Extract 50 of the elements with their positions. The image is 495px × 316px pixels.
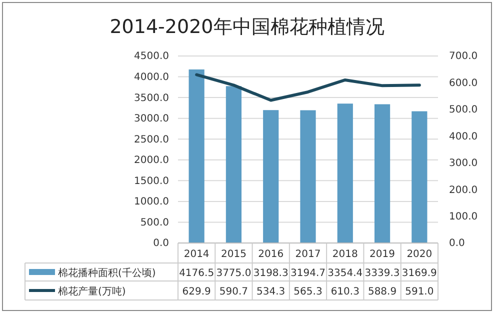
data-label: 3354.4 bbox=[328, 268, 363, 279]
bar bbox=[263, 110, 279, 243]
y2-tick-label: 300.0 bbox=[449, 158, 478, 170]
bar bbox=[337, 104, 353, 243]
y2-tick-label: 0.0 bbox=[449, 238, 465, 250]
y2-tick-label: 400.0 bbox=[449, 131, 478, 142]
data-label: 4176.5 bbox=[179, 268, 214, 279]
data-label: 3169.9 bbox=[402, 268, 437, 279]
x-tick-label: 2017 bbox=[295, 249, 321, 260]
y-tick-label: 4000.0 bbox=[134, 72, 169, 83]
data-label: 534.3 bbox=[256, 286, 286, 298]
y2-tick-label: 200.0 bbox=[449, 184, 478, 196]
y2-tick-label: 600.0 bbox=[449, 78, 478, 89]
chart-title: 2014-2020年中国棉花种植情况 bbox=[110, 16, 384, 38]
y-tick-label: 3500.0 bbox=[134, 92, 169, 104]
bar bbox=[226, 86, 242, 243]
data-label: 3775.0 bbox=[216, 268, 252, 279]
bar bbox=[374, 104, 390, 243]
data-label: 591.0 bbox=[405, 286, 434, 298]
y-tick-label: 3000.0 bbox=[134, 114, 169, 125]
bar bbox=[300, 110, 316, 243]
data-label: 588.9 bbox=[368, 286, 397, 298]
data-label: 590.7 bbox=[219, 286, 248, 298]
data-label: 3339.3 bbox=[364, 268, 400, 279]
legend-label: 棉花播种面积(千公顷) bbox=[58, 267, 156, 279]
line-series bbox=[195, 73, 421, 102]
x-tick-label: 2018 bbox=[332, 249, 358, 260]
data-label: 629.9 bbox=[182, 286, 211, 298]
y-tick-label: 2000.0 bbox=[134, 155, 169, 166]
y-tick-label: 500.0 bbox=[140, 217, 169, 228]
data-label: 3198.3 bbox=[253, 268, 288, 279]
x-tick-label: 2015 bbox=[220, 249, 246, 260]
y2-tick-label: 500.0 bbox=[449, 104, 478, 116]
x-tick-label: 2014 bbox=[184, 249, 210, 260]
legend-label: 棉花产量(万吨) bbox=[58, 286, 126, 298]
data-label: 3194.7 bbox=[290, 268, 326, 279]
x-tick-label: 2016 bbox=[258, 249, 284, 260]
x-tick-label: 2019 bbox=[370, 249, 396, 260]
y2-tick-label: 700.0 bbox=[449, 51, 478, 62]
data-label: 610.3 bbox=[330, 286, 360, 298]
data-label: 565.3 bbox=[294, 286, 322, 298]
y-tick-label: 4500.0 bbox=[134, 51, 169, 62]
y-tick-label: 1500.0 bbox=[134, 176, 169, 187]
bar bbox=[188, 69, 204, 243]
y-tick-label: 1000.0 bbox=[134, 196, 169, 208]
y2-tick-label: 100.0 bbox=[449, 211, 478, 222]
x-tick-label: 2020 bbox=[406, 249, 432, 260]
bar bbox=[412, 111, 428, 243]
y-tick-label: 0.0 bbox=[153, 238, 169, 250]
y-tick-label: 2500.0 bbox=[134, 134, 169, 146]
